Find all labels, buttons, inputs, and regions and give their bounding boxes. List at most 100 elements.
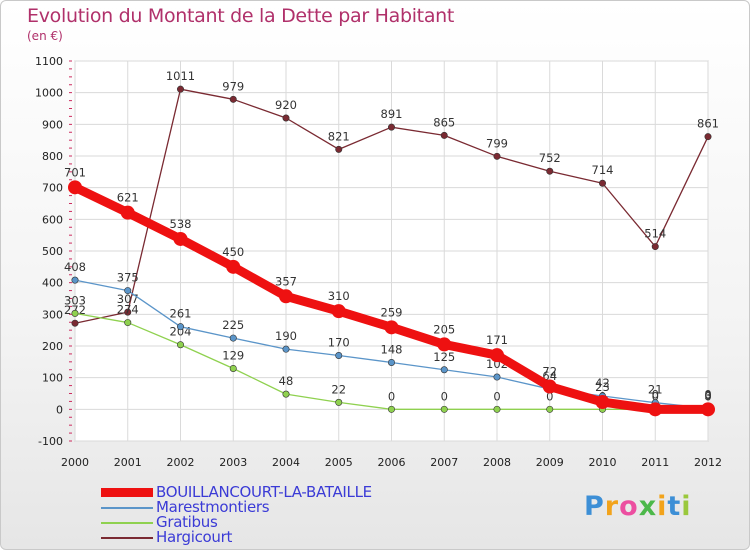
x-tick-label: 2009 <box>536 456 564 469</box>
data-label: 23 <box>595 380 610 394</box>
data-label: 310 <box>328 289 350 303</box>
data-point <box>384 320 399 335</box>
data-point <box>229 95 237 103</box>
data-label: 891 <box>381 107 403 121</box>
data-point <box>335 351 343 359</box>
y-tick-label: 1000 <box>35 87 63 100</box>
legend-item: BOUILLANCOURT-LA-BATAILLE <box>101 485 372 500</box>
data-label: 514 <box>644 227 666 241</box>
data-label: 375 <box>117 271 139 285</box>
data-label: 0 <box>388 389 395 403</box>
logo-letter: x <box>638 491 658 522</box>
x-tick-label: 2001 <box>114 456 142 469</box>
x-tick-label: 2004 <box>272 456 300 469</box>
legend-swatch <box>101 506 153 509</box>
data-label: 22 <box>331 382 346 396</box>
data-label: 621 <box>117 191 139 205</box>
data-point <box>490 348 504 363</box>
data-point <box>229 334 237 342</box>
data-point <box>598 179 606 187</box>
y-tick-label: 200 <box>42 340 63 353</box>
data-point <box>124 308 132 316</box>
x-tick-label: 2010 <box>589 456 617 469</box>
data-label: 190 <box>275 329 297 343</box>
y-tick-label: 400 <box>42 277 63 290</box>
data-point <box>331 304 346 319</box>
data-label: 261 <box>170 307 192 321</box>
data-point <box>282 114 290 122</box>
data-point <box>335 145 343 153</box>
legend-item: Hargicourt <box>101 530 372 545</box>
y-tick-label: 900 <box>42 118 63 131</box>
x-tick-label: 2011 <box>641 456 669 469</box>
legend: BOUILLANCOURT-LA-BATAILLE Marestmontiers… <box>101 485 372 545</box>
logo-letter: i <box>657 491 668 522</box>
data-point <box>493 152 501 160</box>
chart-title: Evolution du Montant de la Dette par Hab… <box>27 5 455 27</box>
data-point <box>595 395 610 410</box>
y-tick-label: 500 <box>42 245 63 258</box>
data-label: 225 <box>222 318 244 332</box>
data-label: 0 <box>546 389 553 403</box>
data-point <box>493 373 501 381</box>
legend-swatch <box>101 521 153 524</box>
data-point <box>546 405 554 413</box>
legend-label: Marestmontiers <box>156 498 270 516</box>
legend-label: Hargicourt <box>156 528 233 546</box>
data-point <box>120 205 135 220</box>
data-point <box>279 289 293 304</box>
data-point <box>229 364 237 372</box>
x-tick-label: 2002 <box>167 456 195 469</box>
logo-letter: P <box>584 491 605 522</box>
data-label: 357 <box>275 274 297 288</box>
x-tick-label: 2003 <box>219 456 247 469</box>
x-tick-label: 2007 <box>430 456 458 469</box>
data-label: 3 <box>704 388 711 402</box>
data-label: 0 <box>493 389 500 403</box>
y-tick-label: 1100 <box>35 55 63 68</box>
data-label: 72 <box>542 365 557 379</box>
logo-letter: o <box>619 491 639 522</box>
unit-label: (en €) <box>27 29 63 43</box>
data-point <box>173 231 188 246</box>
data-label: 1011 <box>166 69 195 83</box>
data-point <box>387 405 395 413</box>
x-tick-label: 2012 <box>694 456 722 469</box>
data-label: 171 <box>486 333 508 347</box>
data-point <box>387 358 395 366</box>
legend-label: Gratibus <box>156 513 218 531</box>
data-point <box>335 398 343 406</box>
data-label: 701 <box>64 165 86 179</box>
data-point <box>387 123 395 131</box>
y-tick-label: 300 <box>42 308 63 321</box>
y-tick-label: 0 <box>56 403 63 416</box>
data-label: 861 <box>697 117 719 131</box>
data-label: 979 <box>222 79 244 93</box>
legend-label: BOUILLANCOURT-LA-BATAILLE <box>156 483 372 501</box>
data-point <box>701 402 715 417</box>
data-point <box>704 133 712 141</box>
data-label: 307 <box>117 292 139 306</box>
data-point <box>493 405 501 413</box>
data-label: 714 <box>592 163 614 177</box>
data-label: 538 <box>170 217 192 231</box>
data-point <box>177 323 185 331</box>
y-tick-label: -100 <box>38 435 63 448</box>
data-point <box>124 319 132 327</box>
data-point <box>542 379 557 394</box>
data-label: 821 <box>328 129 350 143</box>
data-point <box>71 319 79 327</box>
data-label: 0 <box>704 389 711 403</box>
data-point <box>440 366 448 374</box>
data-label: 920 <box>275 98 297 112</box>
data-label: 48 <box>279 374 294 388</box>
data-point <box>440 131 448 139</box>
logo-letter: r <box>604 491 620 522</box>
x-tick-label: 2008 <box>483 456 511 469</box>
data-label: 148 <box>381 342 403 356</box>
data-label: 303 <box>64 293 86 307</box>
data-label: 0 <box>441 389 448 403</box>
data-point <box>177 341 185 349</box>
